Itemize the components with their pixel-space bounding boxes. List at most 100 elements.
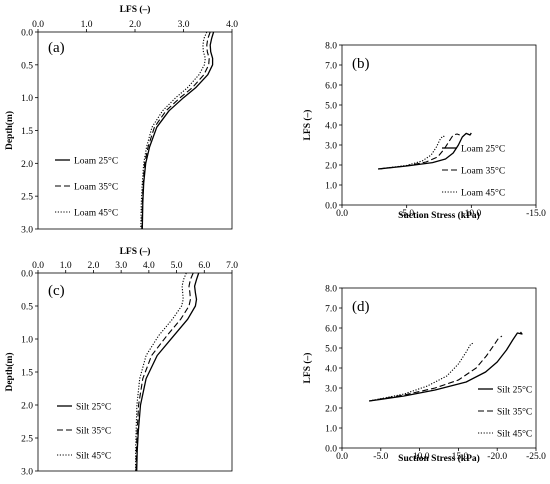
y-axis-title: Depth(m): [4, 111, 15, 150]
y-tick-label: 0.0: [325, 445, 337, 455]
x-tick-label: -15.0: [449, 452, 469, 462]
y-tick-label: 5.0: [325, 102, 337, 112]
x-tick-label: 3.0: [178, 20, 190, 30]
y-tick-label: 2.0: [21, 160, 33, 170]
x-tick-label: 2.0: [129, 20, 141, 30]
series-line-2: [369, 335, 503, 402]
legend-label: Loam 35°C: [74, 182, 118, 193]
y-tick-label: 6.0: [325, 325, 337, 335]
x-tick-label: -15.0: [526, 209, 546, 219]
y-tick-label: 0.0: [21, 270, 33, 280]
series-line-3: [140, 31, 208, 230]
y-tick-label: 7.0: [325, 305, 337, 315]
series-line-2: [378, 133, 460, 170]
plot-frame: [341, 287, 537, 449]
y-axis-title: Depth(m): [4, 352, 15, 391]
x-axis-title: Suction Stress (kPa): [398, 453, 480, 464]
x-tick-label: 4.0: [143, 261, 155, 271]
y-tick-label: 4.0: [325, 122, 337, 132]
legend-label: Silt 45°C: [497, 429, 532, 440]
y-tick-label: 2.0: [21, 402, 33, 412]
x-tick-label: 0.0: [336, 452, 348, 462]
x-tick-label: -5.0: [399, 209, 414, 219]
series-line-3: [369, 342, 475, 402]
y-tick-label: 8.0: [325, 285, 337, 295]
x-tick-label: 6.0: [198, 261, 210, 271]
series-line-3: [378, 135, 446, 170]
x-axis-title: Suction Stress (kPa): [398, 210, 480, 221]
x-tick-label: 4.0: [226, 20, 238, 30]
y-tick-label: 8.0: [325, 42, 337, 52]
x-axis-title: LFS (–): [120, 4, 151, 15]
chart-panel-3: 0.0 1.0 2.0 3.0 4.0 5.0 6.0 7.0 0.0 0.5 1.0 1.5 2.0 2…: [4, 246, 238, 478]
y-tick-label: 2.0: [325, 162, 337, 172]
series-line-1: [136, 272, 200, 472]
series-line-1: [369, 331, 523, 402]
x-axis-title: LFS (–): [120, 246, 151, 257]
x-tick-label: 3.0: [115, 261, 127, 271]
x-tick-label: 7.0: [226, 261, 238, 271]
chart-panel-2: 0.0 -5.0 -10.0 -15.0 0.0 1.0 2.0 3.0 4.0 5.0 6.0 7.…: [302, 42, 546, 222]
panel-label: (b): [352, 56, 370, 72]
y-tick-label: 3.0: [325, 142, 337, 152]
panel-label: (c): [48, 283, 65, 299]
y-tick-label: 0.0: [21, 29, 33, 39]
legend-label: Loam 45°C: [74, 208, 118, 219]
y-tick-label: 1.0: [21, 94, 33, 104]
x-tick-label: 0.0: [32, 261, 44, 271]
legend-label: Silt 35°C: [76, 426, 111, 437]
y-tick-label: 3.0: [21, 226, 33, 236]
panel-label: (a): [48, 40, 65, 56]
plot-frame: [37, 272, 233, 472]
y-tick-label: 4.0: [325, 365, 337, 375]
x-tick-label: -10.0: [461, 209, 481, 219]
series-line-1: [378, 132, 472, 170]
x-tick-label: -25.0: [526, 452, 546, 462]
y-tick-label: 2.5: [21, 435, 33, 445]
x-tick-label: 2.0: [87, 261, 99, 271]
y-tick-label: 0.5: [21, 303, 33, 313]
panel-label: (d): [352, 299, 370, 315]
y-tick-label: 6.0: [325, 82, 337, 92]
y-tick-label: 3.0: [325, 385, 337, 395]
plot-frame: [341, 44, 537, 206]
legend-label: Loam 35°C: [461, 166, 505, 177]
y-axis-title: LFS (–): [302, 353, 313, 384]
legend-label: Silt 35°C: [497, 407, 532, 418]
plot-frame: [37, 31, 233, 230]
legend-label: Loam 25°C: [74, 156, 118, 167]
y-tick-label: 5.0: [325, 345, 337, 355]
x-tick-label: -20.0: [487, 452, 507, 462]
y-tick-label: 1.0: [325, 182, 337, 192]
series-line-2: [141, 31, 211, 230]
y-tick-label: 3.0: [21, 468, 33, 478]
x-tick-label: 5.0: [171, 261, 183, 271]
legend-label: Silt 45°C: [76, 451, 111, 462]
chart-panel-1: 0.0 1.0 2.0 3.0 4.0 0.0 0.5 1.0 1.5 2.0 2.5 3.0 LFS …: [4, 4, 238, 236]
x-tick-label: 1.0: [60, 261, 72, 271]
x-tick-label: 1.0: [81, 20, 93, 30]
legend-label: Loam 45°C: [461, 188, 505, 199]
legend-label: Silt 25°C: [76, 402, 111, 413]
y-tick-label: 1.0: [21, 336, 33, 346]
y-tick-label: 1.0: [325, 425, 337, 435]
y-tick-label: 7.0: [325, 62, 337, 72]
legend-label: Silt 25°C: [497, 385, 532, 396]
y-axis-title: LFS (–): [302, 110, 313, 141]
x-tick-label: -5.0: [373, 452, 388, 462]
series-line-2: [135, 272, 194, 472]
x-tick-label: 0.0: [336, 209, 348, 219]
y-tick-label: 0.0: [325, 202, 337, 212]
y-tick-label: 1.5: [21, 127, 33, 137]
x-tick-label: -10.0: [410, 452, 430, 462]
chart-panel-4: 0.0 -5.0 -10.0 -15.0 -20.0 -25.0 0.0 1.0 2.0 3.0 4…: [302, 285, 546, 465]
series-line-3: [135, 272, 187, 471]
legend-label: Loam 25°C: [461, 144, 505, 155]
y-tick-label: 2.0: [325, 405, 337, 415]
series-line-1: [141, 31, 215, 230]
x-tick-label: 0.0: [32, 20, 44, 30]
y-tick-label: 2.5: [21, 193, 33, 203]
y-tick-label: 0.5: [21, 61, 33, 71]
y-tick-label: 1.5: [21, 369, 33, 379]
